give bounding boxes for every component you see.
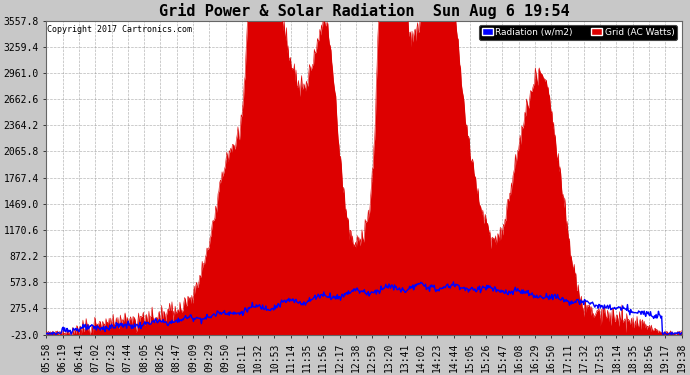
Legend: Radiation (w/m2), Grid (AC Watts): Radiation (w/m2), Grid (AC Watts) (480, 25, 677, 40)
Title: Grid Power & Solar Radiation  Sun Aug 6 19:54: Grid Power & Solar Radiation Sun Aug 6 1… (159, 3, 569, 20)
Text: Copyright 2017 Cartronics.com: Copyright 2017 Cartronics.com (47, 26, 192, 34)
